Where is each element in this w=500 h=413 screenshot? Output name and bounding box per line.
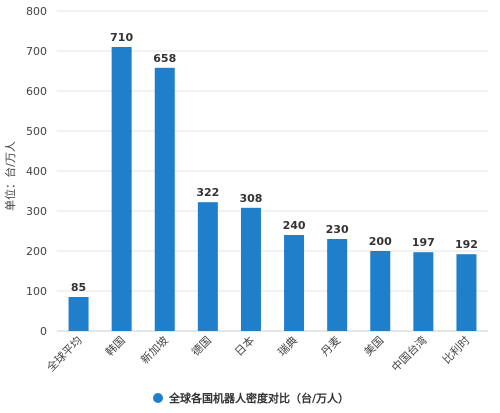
- data-label: 658: [153, 52, 176, 65]
- bar: [456, 254, 477, 331]
- x-tick-label: 比利时: [440, 334, 473, 367]
- bar: [240, 207, 261, 331]
- bar: [68, 297, 89, 331]
- x-tick-label: 新加坡: [138, 333, 171, 366]
- bar: [327, 239, 348, 331]
- data-labels: 85 710 658 322 308 240 230 200 197 192: [71, 31, 478, 294]
- data-label: 197: [412, 236, 435, 249]
- bar: [154, 67, 175, 332]
- legend-marker: [153, 393, 163, 403]
- x-tick-label: 全球平均: [44, 333, 85, 374]
- x-tick-label: 瑞典: [275, 333, 300, 358]
- y-tick-label: 200: [26, 245, 47, 258]
- data-label: 308: [239, 192, 262, 205]
- data-label: 192: [455, 238, 478, 251]
- data-label: 85: [71, 281, 86, 294]
- legend: 全球各国机器人密度对比（台/万人）: [153, 391, 349, 405]
- y-tick-label: 100: [26, 285, 47, 298]
- y-axis-title: 单位：台/万人: [3, 141, 17, 211]
- x-tick-label: 丹麦: [319, 334, 344, 359]
- y-tick-label: 300: [26, 205, 47, 218]
- data-label: 710: [110, 31, 133, 44]
- x-tick-label: 韩国: [102, 333, 127, 358]
- bar: [370, 251, 391, 331]
- y-tick-label: 500: [26, 125, 47, 138]
- y-tick-label: 400: [26, 165, 47, 178]
- bar: [197, 202, 218, 331]
- x-axis-category-labels: 全球平均 韩国 新加坡 德国 日本 瑞典 丹麦 美国 中国台湾 比利时: [44, 333, 473, 374]
- bar: [111, 47, 132, 331]
- y-tick-label: 700: [26, 45, 47, 58]
- bar: [284, 235, 305, 331]
- data-label: 322: [196, 186, 219, 199]
- y-tick-label: 600: [26, 85, 47, 98]
- y-tick-label: 0: [40, 325, 47, 338]
- y-tick-label: 800: [26, 5, 47, 18]
- data-label: 230: [326, 223, 349, 236]
- x-tick-label: 美国: [362, 334, 387, 359]
- legend-label: 全球各国机器人密度对比（台/万人）: [168, 391, 349, 405]
- data-label: 240: [283, 219, 306, 232]
- x-tick-label: 中国台湾: [388, 333, 429, 374]
- x-tick-label: 日本: [232, 333, 257, 358]
- data-label: 200: [369, 235, 392, 248]
- bar: [413, 252, 434, 331]
- bars: [68, 47, 477, 332]
- x-tick-label: 德国: [189, 333, 214, 358]
- y-axis-tick-labels: 0 100 200 300 400 500 600 700 800: [26, 5, 47, 338]
